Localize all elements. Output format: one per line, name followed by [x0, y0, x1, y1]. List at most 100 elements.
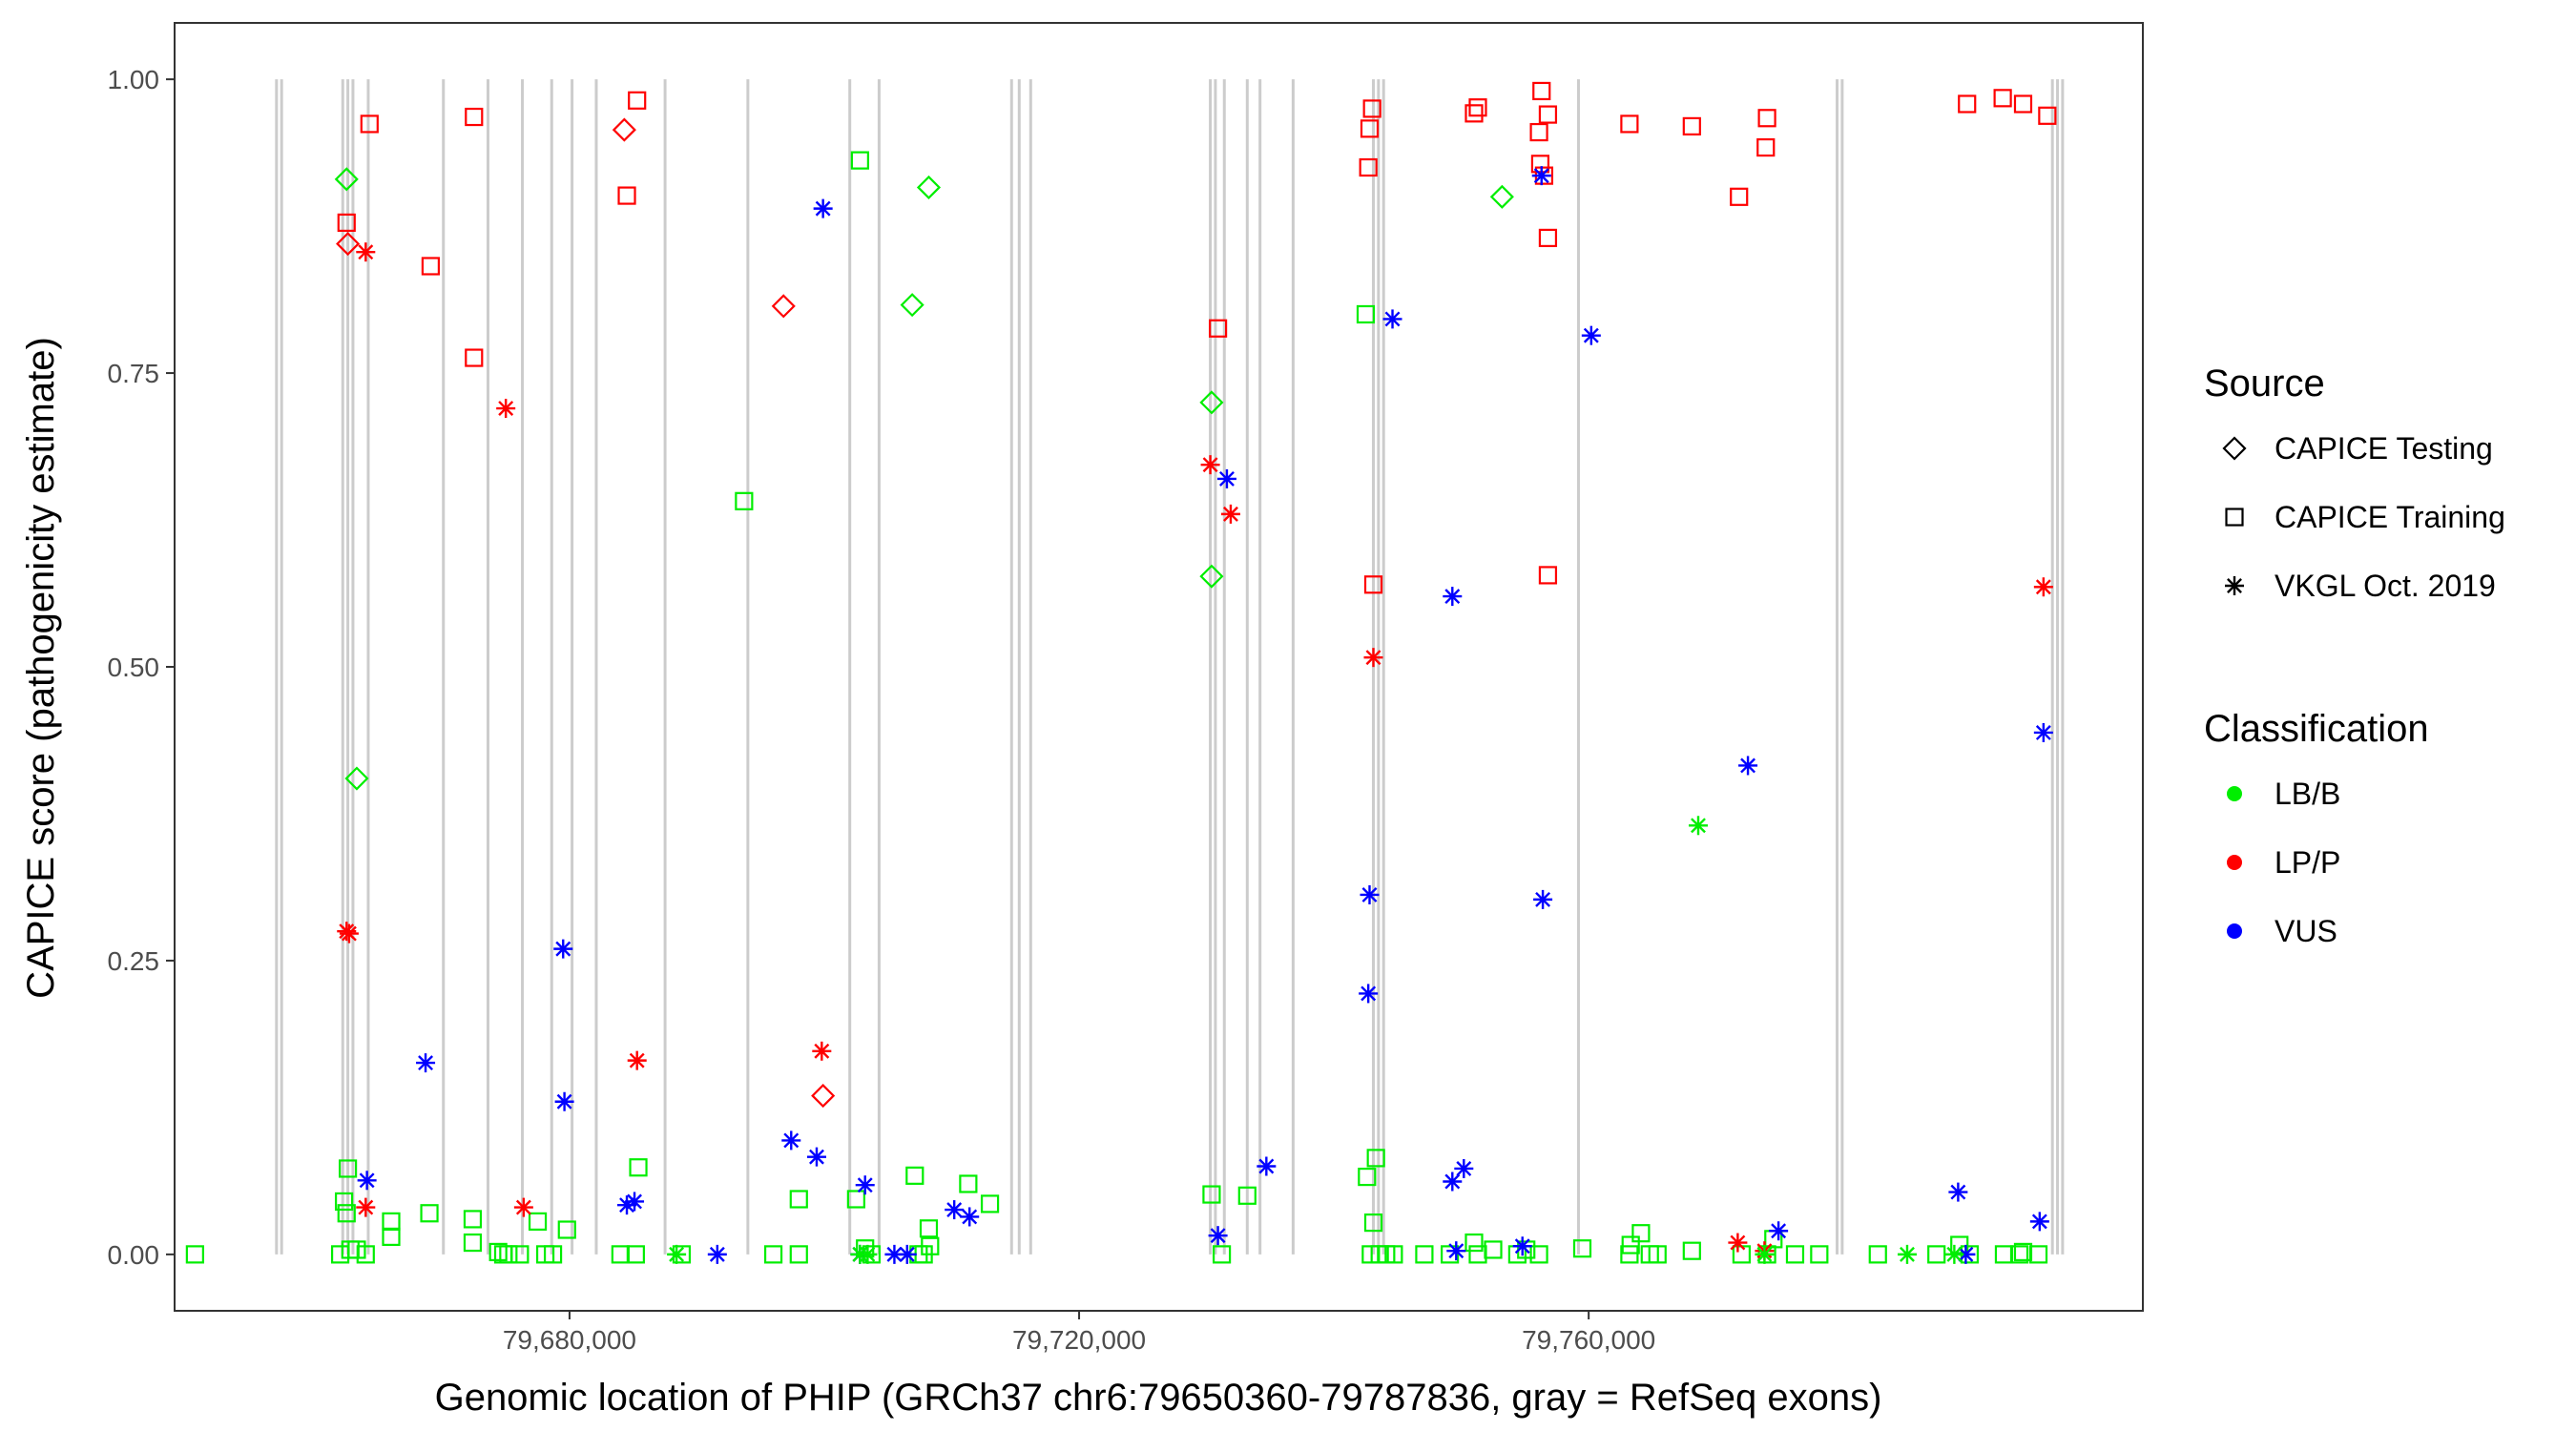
data-point: [1443, 1172, 1463, 1192]
data-point: [513, 1197, 533, 1217]
x-axis-title: Genomic location of PHIP (GRCh37 chr6:79…: [435, 1377, 1882, 1419]
data-point: [2029, 1212, 2049, 1232]
data-point: [337, 213, 356, 232]
data-point: [789, 1245, 808, 1264]
y-axis-title: CAPICE score (pathogenicity estimate): [20, 337, 62, 999]
data-point: [463, 1233, 483, 1253]
data-point: [1538, 566, 1558, 585]
legend-title: Classification: [2204, 708, 2429, 750]
data-point: [667, 1244, 687, 1264]
data-point: [1682, 116, 1701, 135]
data-point: [463, 1210, 483, 1229]
data-point: [1208, 319, 1228, 338]
data-point: [1738, 756, 1758, 776]
data-point: [510, 1245, 530, 1264]
data-point: [627, 1050, 647, 1070]
x-tick-label: 79,680,000: [503, 1325, 636, 1355]
x-tick-label: 79,760,000: [1522, 1325, 1655, 1355]
exon-lines: [275, 79, 2065, 1255]
data-point: [1948, 1182, 1968, 1202]
data-point: [344, 766, 369, 791]
data-point: [612, 117, 636, 142]
data-point: [1730, 187, 1749, 206]
data-point: [336, 232, 361, 257]
data-point: [1359, 157, 1378, 177]
data-point: [1688, 816, 1708, 836]
y-tick-label: 0.00: [108, 1240, 160, 1270]
data-point: [1257, 1156, 1277, 1176]
data-point: [916, 175, 942, 200]
data-point: [1199, 390, 1224, 415]
data-point: [1631, 1224, 1651, 1243]
data-point: [1362, 99, 1381, 118]
data-point: [846, 1190, 865, 1209]
data-point: [1533, 889, 1553, 909]
data-point: [921, 1236, 940, 1255]
data-point: [850, 151, 869, 170]
data-point: [1446, 1241, 1466, 1261]
data-point: [420, 1204, 439, 1223]
data-point: [1359, 984, 1379, 1004]
y-tick-label: 0.75: [108, 359, 160, 388]
data-point: [1363, 648, 1383, 668]
data-point: [2009, 1245, 2029, 1264]
data-point: [1489, 184, 1514, 209]
data-point: [1484, 1240, 1503, 1259]
data-point: [905, 1166, 924, 1185]
legend-key: [2222, 436, 2247, 461]
data-point: [1415, 1245, 1434, 1264]
data-point: [1212, 1245, 1232, 1264]
data-point: [496, 399, 516, 419]
data-point: [626, 1245, 645, 1264]
data-point: [543, 1245, 563, 1264]
data-point: [1927, 1245, 1946, 1264]
data-point: [1382, 309, 1402, 329]
data-point: [356, 1245, 375, 1264]
data-point: [1384, 1245, 1403, 1264]
x-tick-label: 79,720,000: [1012, 1325, 1146, 1355]
data-point: [421, 257, 440, 276]
data-point: [1529, 1245, 1548, 1264]
data-point: [1363, 1213, 1383, 1233]
y-tick-label: 0.50: [108, 653, 160, 682]
data-point: [897, 1244, 917, 1264]
data-point: [1202, 1185, 1221, 1204]
data-point: [980, 1194, 1000, 1213]
data-point: [919, 1219, 939, 1238]
data-point: [1360, 119, 1380, 138]
data-point: [900, 293, 924, 318]
data-point: [356, 1197, 376, 1217]
data-point: [771, 294, 796, 319]
data-point: [812, 1041, 832, 1061]
data-point: [1897, 1244, 1917, 1264]
data-point: [554, 1091, 574, 1111]
data-point: [553, 939, 573, 959]
data-point: [1757, 109, 1776, 128]
data-point: [465, 348, 484, 367]
data-point: [1216, 468, 1236, 488]
data-point: [959, 1174, 978, 1193]
legend-label: VUS: [2275, 914, 2337, 948]
data-point: [1531, 166, 1551, 186]
data-point: [1944, 1244, 1964, 1264]
data-point: [1581, 325, 1601, 345]
data-point: [1529, 122, 1548, 142]
y-axis: 0.00 0.25 0.50 0.75 1.00: [108, 65, 175, 1270]
data-point: [1572, 1239, 1592, 1258]
data-point: [1810, 1245, 1829, 1264]
data-point: [2033, 722, 2053, 742]
data-point: [1220, 504, 1240, 524]
data-point: [337, 1204, 356, 1223]
data-point: [1366, 1149, 1385, 1168]
legend-label: LB/B: [2275, 777, 2340, 811]
data-point: [465, 107, 484, 127]
legend-key: [2227, 855, 2242, 870]
data-point: [617, 186, 636, 205]
data-point: [416, 1053, 436, 1073]
data-point: [334, 1192, 354, 1212]
data-point: [1728, 1233, 1748, 1253]
data-point: [806, 1147, 826, 1167]
data-point: [1958, 94, 1977, 114]
data-point: [1237, 1186, 1257, 1205]
